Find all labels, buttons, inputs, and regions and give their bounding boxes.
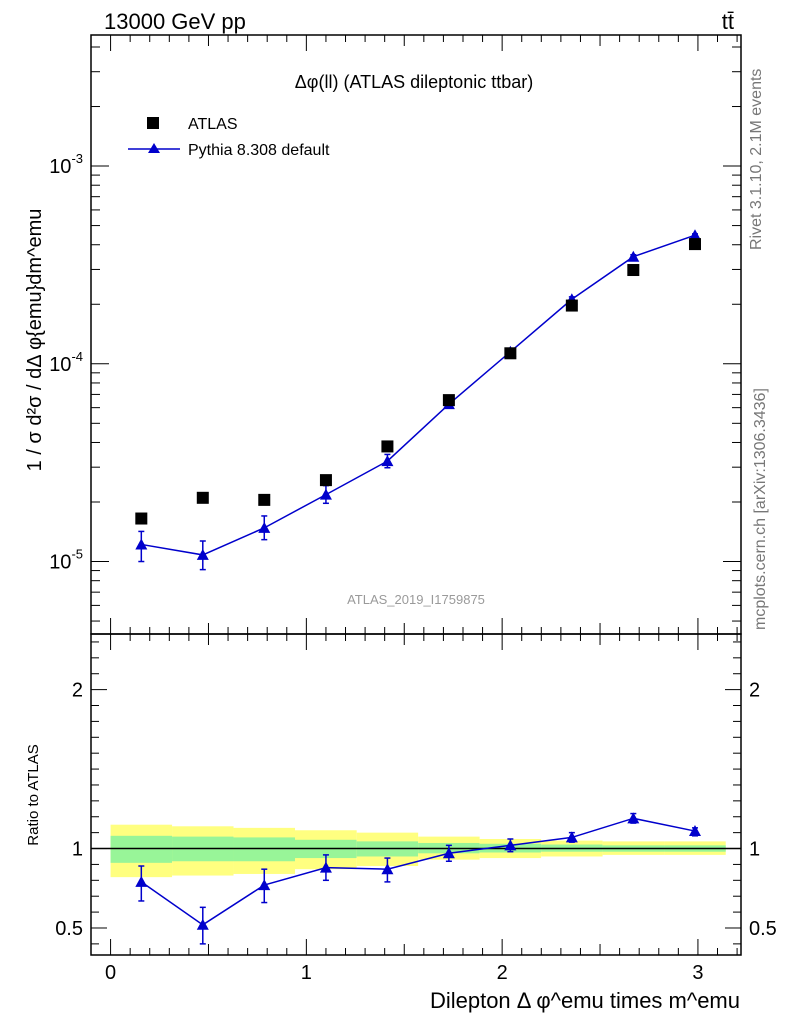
atlas-point: [565, 299, 578, 312]
main-y-tick-label: 10-4: [49, 349, 83, 376]
ratio-pythia-point: [381, 863, 394, 875]
pythia-point: [258, 521, 271, 533]
atlas-point: [504, 347, 517, 360]
pythia-point: [688, 229, 701, 241]
legend-pythia-marker: [148, 143, 160, 153]
ratio-inner-band: [233, 837, 296, 862]
pythia-point: [319, 488, 332, 500]
main-y-tick-exponent: -3: [71, 151, 83, 166]
atlas-point: [135, 512, 148, 525]
process-label: tt̄: [722, 9, 734, 34]
atlas-point: [196, 491, 209, 504]
main-y-tick-label: 10-5: [49, 547, 83, 574]
legend-atlas-label: ATLAS: [188, 116, 238, 133]
ratio-pythia-point: [627, 812, 640, 824]
ratio-pythia-point: [565, 831, 578, 843]
rivet-label: Rivet 3.1.10, 2.1M events: [748, 69, 765, 250]
ratio-plot-area: 0.5 0.5 1 1 2 2 0 1 2 3: [55, 634, 777, 984]
main-y-tick-exponent: -4: [71, 349, 83, 364]
legend-pythia-label: Pythia 8.308 default: [188, 142, 330, 159]
ratio-x-tick-label: 0: [105, 962, 116, 984]
main-y-tick-exponent: -5: [71, 547, 83, 562]
ratio-pythia-point: [504, 839, 517, 851]
ratio-pythia-point: [688, 825, 701, 837]
ratio-y-tick-label-right: 2: [749, 680, 760, 702]
ratio-pythia-point: [319, 861, 332, 873]
main-plot-area: 10-5 10-4 10-3: [49, 35, 741, 634]
main-y-tick-label: 10-3: [49, 151, 83, 178]
legend: ATLAS Pythia 8.308 default: [128, 116, 330, 159]
pythia-point: [381, 455, 394, 467]
pythia-point: [135, 538, 148, 550]
ratio-y-axis-label: Ratio to ATLAS: [25, 744, 42, 845]
legend-atlas-marker: [147, 117, 159, 129]
ratio-y-tick-label-right: 0.5: [749, 918, 777, 940]
atlas-point: [258, 493, 271, 506]
main-y-axis-label: 1 / σ d²σ / dΔ φ{emu}dm^emu: [24, 209, 46, 472]
ratio-y-tick-label: 2: [72, 680, 83, 702]
ratio-y-tick-label-right: 1: [749, 839, 760, 861]
atlas-point: [688, 238, 701, 251]
ratio-pythia-point: [135, 875, 148, 887]
pythia-point: [196, 548, 209, 560]
atlas-point: [627, 264, 640, 277]
atlas-point: [442, 394, 455, 407]
main-watermark: ATLAS_2019_I1759875: [347, 592, 485, 607]
ratio-pythia-line: [140, 817, 696, 926]
ratio-y-tick-label: 0.5: [55, 918, 83, 940]
ratio-x-tick-label: 3: [692, 962, 703, 984]
atlas-point: [319, 474, 332, 487]
pythia-line: [141, 234, 696, 556]
ratio-y-tick-label: 1: [72, 839, 83, 861]
ratio-pythia-point: [442, 847, 455, 859]
ratio-pythia-point: [258, 879, 271, 891]
energy-label: 13000 GeV pp: [104, 9, 246, 34]
mcplots-label: mcplots.cern.ch [arXiv:1306.3436]: [752, 388, 769, 630]
x-axis-label: Dilepton Δ φ^emu times m^emu: [430, 988, 740, 1013]
atlas-point: [381, 440, 394, 453]
ratio-pythia-point: [196, 918, 209, 930]
ratio-plot-frame: [90, 633, 742, 956]
ratio-x-tick-label: 1: [301, 962, 312, 984]
ratio-inner-band: [110, 835, 173, 863]
pythia-point: [627, 250, 640, 262]
ratio-x-tick-label: 2: [497, 962, 508, 984]
main-title: Δφ(ll) (ATLAS dileptonic ttbar): [295, 72, 533, 92]
